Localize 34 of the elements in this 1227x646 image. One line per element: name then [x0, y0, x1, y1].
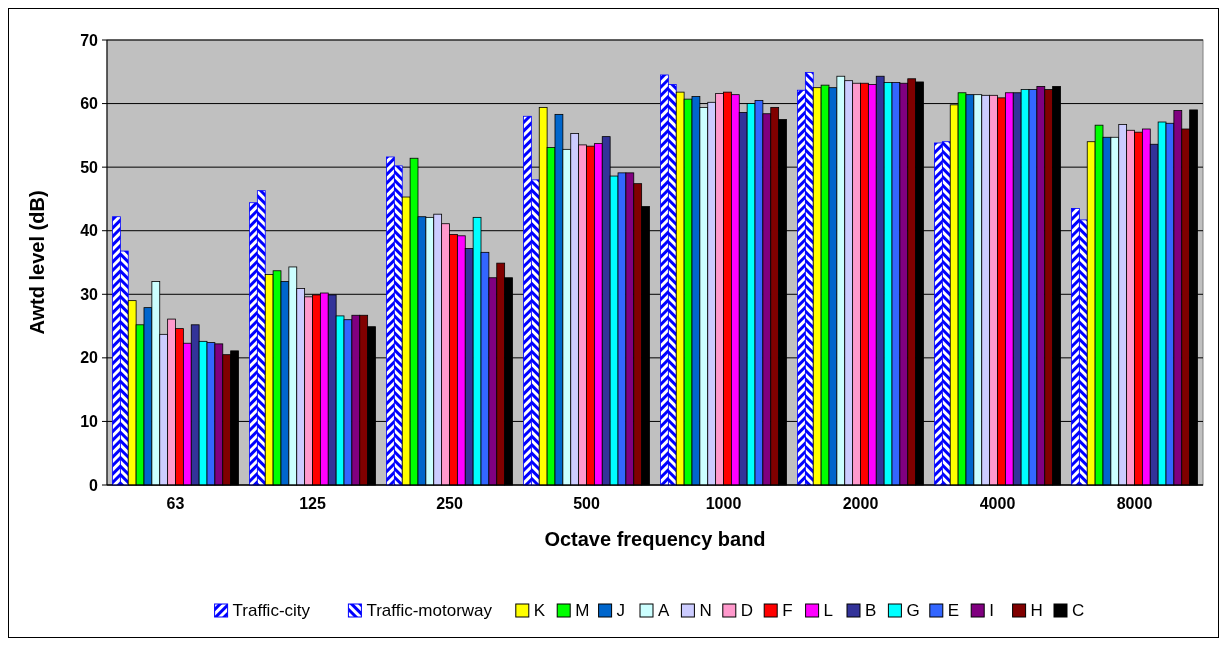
legend-label: G: [906, 601, 920, 620]
legend-label: Traffic-city: [232, 601, 311, 620]
legend-label: B: [865, 601, 877, 620]
legend-label: F: [782, 601, 793, 620]
y-tick-label: 30: [80, 285, 99, 303]
y-axis-title: Awtd level (dB): [26, 190, 48, 335]
x-tick-label: 4000: [979, 495, 1016, 512]
x-tick-label: 8000: [1116, 495, 1153, 512]
y-tick-label: 40: [80, 222, 99, 240]
x-tick-label: 1000: [705, 495, 742, 512]
legend-label: Traffic-motorway: [366, 601, 493, 620]
legend-label: N: [699, 601, 712, 620]
legend-label: D: [740, 601, 754, 620]
legend-label: L: [823, 601, 834, 620]
legend-label: C: [1072, 601, 1085, 620]
x-tick-label: 125: [299, 495, 326, 512]
legend-label: E: [947, 601, 960, 620]
x-axis-title: Octave frequency band: [544, 528, 766, 550]
y-tick-label: 50: [80, 158, 99, 176]
y-tick-label: 20: [80, 349, 99, 367]
legend-label: M: [575, 601, 590, 620]
legend-label: J: [616, 601, 626, 620]
y-tick-label: 70: [80, 31, 99, 49]
x-tick-label: 63: [166, 495, 185, 512]
y-tick-label: 0: [89, 476, 99, 494]
legend-label: I: [989, 601, 994, 620]
legend-label: A: [658, 601, 670, 620]
legend-label: K: [533, 601, 546, 620]
x-tick-label: 2000: [842, 495, 879, 512]
legend-label: H: [1030, 601, 1043, 620]
x-tick-label: 250: [436, 495, 463, 512]
y-tick-label: 60: [80, 95, 99, 113]
y-tick-label: 10: [80, 413, 99, 431]
x-tick-label: 500: [573, 495, 600, 512]
